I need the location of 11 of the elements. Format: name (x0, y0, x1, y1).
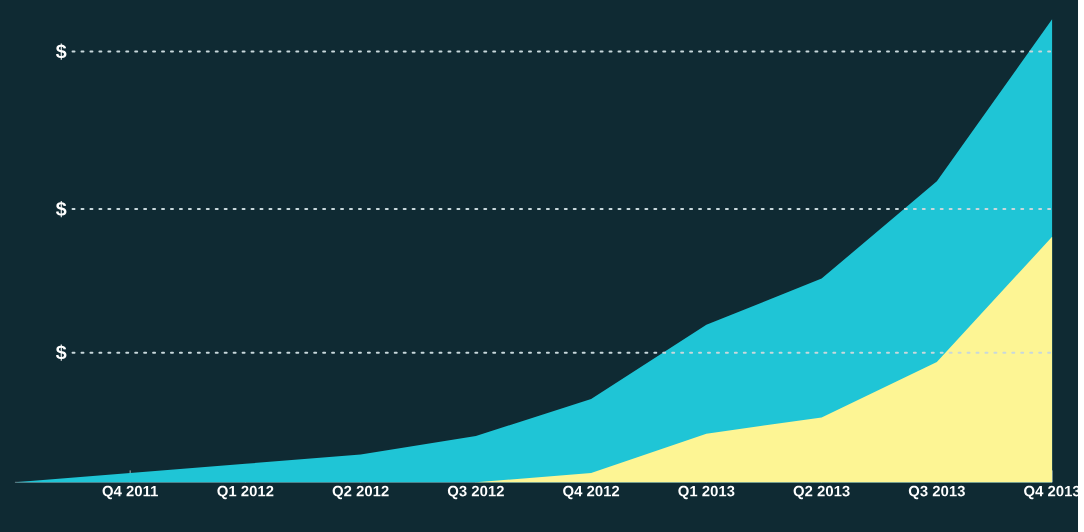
x-tick-label: Q2 2012 (332, 485, 389, 500)
ref-line-label: $ (55, 43, 67, 60)
x-tick-label: Q1 2013 (678, 485, 735, 500)
x-tick-label: Q3 2013 (908, 485, 965, 500)
x-tick-label: Q4 2012 (563, 485, 620, 500)
x-tick-label: Q1 2012 (217, 485, 274, 500)
x-tick-label: Q4 2011 (102, 485, 158, 500)
x-tick-label: Q2 2013 (793, 485, 850, 500)
ref-line-label: $ (55, 200, 67, 218)
ref-line-label: $ (55, 344, 67, 361)
x-tick-label: Q3 2012 (447, 485, 504, 500)
